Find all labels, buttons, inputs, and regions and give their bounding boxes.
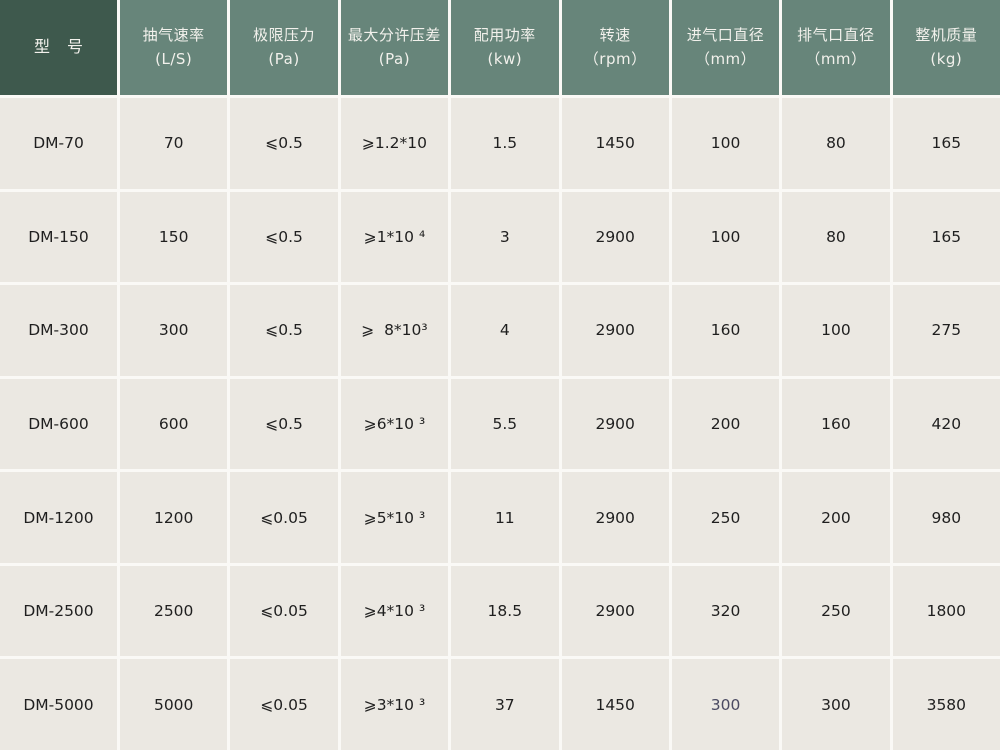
column-header-line1: 排气口直径: [797, 26, 875, 45]
column-header-line1: 整机质量: [915, 26, 978, 45]
table-cell-r5-c1: 2500: [120, 565, 228, 657]
table-cell-r3-c2: ⩽0.5: [230, 378, 338, 470]
model-cell-r2: DM-300: [0, 285, 117, 376]
table-cell-r1-c1: 150: [120, 191, 228, 283]
table-cell-r2-c6: 160: [671, 285, 780, 376]
column-header-0: 型 号: [0, 0, 117, 95]
table-cell-r1-c3: ⩾1*10 ⁴: [340, 191, 449, 283]
table-cell-r5-c8: 1800: [892, 565, 1000, 657]
table-cell-r3-c3: ⩾6*10 ³: [340, 378, 449, 470]
table-cell-r6-c7: 300: [782, 659, 890, 750]
column-header-3: 最大分许压差 (Pa): [340, 0, 449, 95]
table-cell-r0-c8: 165: [892, 98, 1000, 189]
column-header-line1: 极限压力: [253, 26, 316, 45]
table-cell-r4-c3: ⩾5*10 ³: [340, 472, 449, 563]
column-header-7: 排气口直径 （mm）: [782, 0, 890, 95]
table-cell-r5-c4: 18.5: [451, 565, 559, 657]
table-cell-r2-c7: 100: [782, 285, 890, 376]
table-cell-r1-c6: 100: [671, 191, 780, 283]
column-header-4: 配用功率 (kw): [451, 0, 559, 95]
column-header-line1: 进气口直径: [686, 26, 765, 45]
table-cell-r6-c1: 5000: [120, 659, 228, 750]
table-cell-r6-c5: 1450: [561, 659, 669, 750]
table-cell-r2-c5: 2900: [561, 285, 669, 376]
column-header-line2: (Pa): [378, 49, 411, 68]
column-header-line1: 型 号: [33, 37, 90, 57]
column-header-line2: (kg): [930, 49, 963, 68]
table-cell-r0-c5: 1450: [561, 98, 669, 189]
column-header-5: 转速 （rpm）: [561, 0, 669, 95]
column-header-2: 极限压力 (Pa): [230, 0, 338, 95]
table-cell-r3-c8: 420: [892, 378, 1000, 470]
table-cell-r3-c5: 2900: [561, 378, 669, 470]
table-cell-r0-c2: ⩽0.5: [230, 98, 338, 189]
table-cell-r4-c7: 200: [782, 472, 890, 563]
table-cell-r0-c3: ⩾1.2*10: [340, 98, 449, 189]
table-cell-r5-c2: ⩽0.05: [230, 565, 338, 657]
table-cell-r4-c8: 980: [892, 472, 1000, 563]
model-cell-r3: DM-600: [0, 378, 117, 470]
model-cell-r1: DM-150: [0, 191, 117, 283]
model-cell-r4: DM-1200: [0, 472, 117, 563]
table-cell-r2-c1: 300: [120, 285, 228, 376]
table-cell-r2-c2: ⩽0.5: [230, 285, 338, 376]
column-header-line2: (L/S): [155, 49, 193, 68]
table-cell-r5-c7: 250: [782, 565, 890, 657]
table-cell-r4-c4: 11: [451, 472, 559, 563]
table-cell-r1-c5: 2900: [561, 191, 669, 283]
table-cell-r0-c4: 1.5: [451, 98, 559, 189]
table-cell-r6-c8: 3580: [892, 659, 1000, 750]
column-header-line2: (Pa): [268, 49, 300, 68]
table-cell-r3-c6: 200: [671, 378, 780, 470]
column-header-line1: 抽气速率: [142, 26, 205, 45]
table-cell-r1-c2: ⩽0.5: [230, 191, 338, 283]
table-cell-r5-c3: ⩾4*10 ³: [340, 565, 449, 657]
table-cell-r5-c5: 2900: [561, 565, 669, 657]
table-cell-r1-c4: 3: [451, 191, 559, 283]
table-cell-r2-c4: 4: [451, 285, 559, 376]
model-cell-r5: DM-2500: [0, 565, 117, 657]
table-cell-r6-c2: ⩽0.05: [230, 659, 338, 750]
table-cell-r5-c6: 320: [671, 565, 780, 657]
column-header-line2: （rpm）: [583, 49, 647, 68]
table-cell-r6-c6: 300: [671, 659, 780, 750]
table-cell-r3-c7: 160: [782, 378, 890, 470]
table-cell-r4-c1: 1200: [120, 472, 228, 563]
column-header-line1: 配用功率: [473, 26, 536, 45]
table-cell-r0-c7: 80: [782, 98, 890, 189]
table-cell-r4-c5: 2900: [561, 472, 669, 563]
table-cell-r2-c3: ⩾ 8*10³: [340, 285, 449, 376]
table-cell-r6-c4: 37: [451, 659, 559, 750]
table-cell-r3-c4: 5.5: [451, 378, 559, 470]
table-cell-r2-c8: 275: [892, 285, 1000, 376]
column-header-line2: （mm）: [694, 49, 757, 68]
column-header-1: 抽气速率 (L/S): [120, 0, 228, 95]
table-cell-r4-c2: ⩽0.05: [230, 472, 338, 563]
model-cell-r6: DM-5000: [0, 659, 117, 750]
column-header-8: 整机质量 (kg): [892, 0, 1000, 95]
table-cell-r0-c6: 100: [671, 98, 780, 189]
table-cell-r0-c1: 70: [120, 98, 228, 189]
column-header-line1: 转速: [599, 26, 631, 45]
table-cell-r4-c6: 250: [671, 472, 780, 563]
model-cell-r0: DM-70: [0, 98, 117, 189]
table-cell-r1-c7: 80: [782, 191, 890, 283]
column-header-line1: 最大分许压差: [347, 26, 441, 45]
table-cell-r1-c8: 165: [892, 191, 1000, 283]
column-header-line2: （mm）: [805, 49, 867, 68]
table-cell-r6-c3: ⩾3*10 ³: [340, 659, 449, 750]
column-header-6: 进气口直径 （mm）: [671, 0, 780, 95]
column-header-line2: (kw): [487, 49, 523, 68]
table-cell-r3-c1: 600: [120, 378, 228, 470]
